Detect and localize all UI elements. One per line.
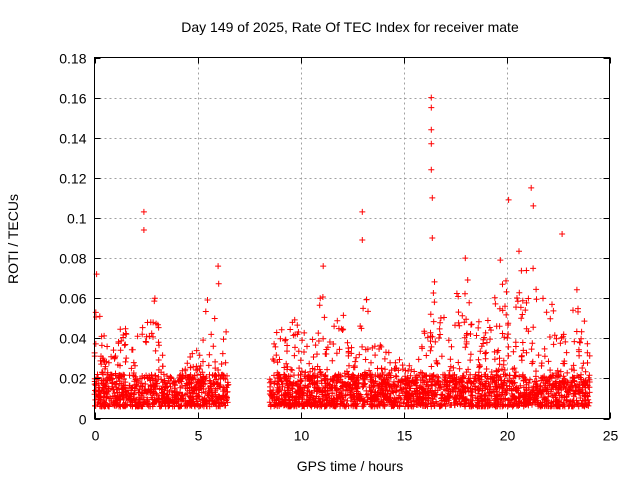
chart-title: Day 149 of 2025, Rate Of TEC Index for r…	[181, 19, 519, 35]
x-tick-label: 15	[397, 428, 413, 444]
x-tick-label: 20	[500, 428, 516, 444]
y-tick-label: 0.18	[59, 51, 86, 67]
y-tick-label: 0.16	[59, 91, 86, 107]
y-tick-label: 0.14	[59, 131, 86, 147]
y-tick-label: 0	[79, 412, 87, 428]
y-tick-label: 0.02	[59, 371, 86, 387]
axis-ticks: 0 5 10 15 20 25 0 0.02 0.04 0.06 0.08 0.1 0.12 0.14 0.…	[59, 51, 618, 444]
plot-frame	[94, 57, 610, 419]
x-tick-label: 5	[195, 428, 203, 444]
data-points	[91, 94, 593, 410]
y-axis-label: ROTI / TECUs	[5, 194, 21, 284]
x-tick-label: 10	[294, 428, 310, 444]
y-tick-label: 0.08	[59, 251, 86, 267]
x-axis-label: GPS time / hours	[297, 458, 404, 474]
grid-lines	[94, 57, 610, 419]
y-tick-label: 0.12	[59, 171, 86, 187]
x-tick-label: 0	[92, 428, 100, 444]
x-tick-label: 25	[603, 428, 619, 444]
y-tick-label: 0.06	[59, 291, 86, 307]
y-tick-label: 0.04	[59, 331, 86, 347]
roti-markers	[91, 94, 593, 410]
y-tick-label: 0.1	[67, 211, 87, 227]
